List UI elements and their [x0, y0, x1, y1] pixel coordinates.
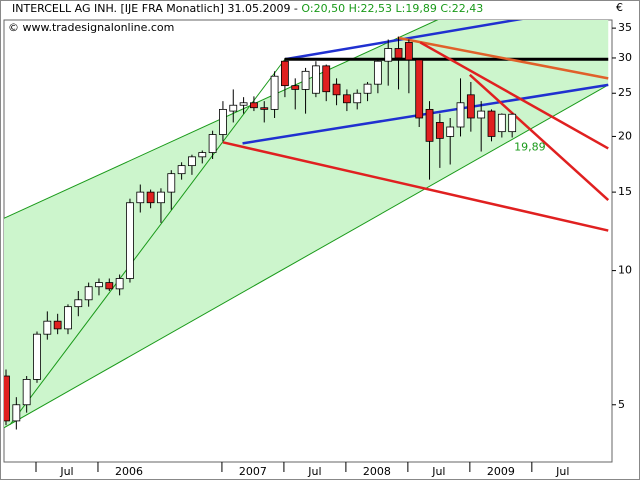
trendline: [419, 41, 609, 150]
candle-body: [198, 152, 207, 158]
trendline: [242, 83, 609, 145]
trendline: [284, 20, 523, 61]
candle-body: [53, 320, 62, 330]
trendline: [468, 73, 610, 201]
candle-body: [208, 134, 217, 153]
candle-body: [363, 83, 372, 94]
x-tick-label: 2007: [239, 465, 267, 478]
candle-body: [477, 110, 486, 119]
candle-body: [311, 65, 320, 94]
candle-body: [136, 191, 145, 204]
candle-body: [12, 404, 21, 422]
plot-layer: [4, 20, 610, 430]
candle-body: [281, 60, 289, 87]
candle-body: [229, 104, 238, 112]
candle-body: [188, 156, 196, 167]
candle-body: [33, 333, 41, 380]
candle-body: [84, 286, 93, 301]
candle-body: [456, 102, 465, 128]
x-tick-label: Jul: [431, 465, 445, 478]
candle-body: [167, 173, 176, 193]
x-tick-label: 2008: [363, 465, 391, 478]
x-tick-label: Jul: [59, 465, 73, 478]
candle-body: [466, 94, 475, 119]
y-tick-label: 30: [618, 51, 632, 64]
candle-body: [115, 278, 124, 290]
y-tick-label: 25: [618, 86, 632, 99]
x-tick-label: Jul: [307, 465, 321, 478]
low-annotation: 19,89: [514, 141, 546, 154]
candle-body: [446, 126, 455, 137]
candle-body: [74, 299, 83, 308]
candle-body: [157, 191, 165, 204]
candle-body: [322, 65, 331, 93]
title-text: INTERCELL AG INH. [IJE FRA Monatlich] 31…: [12, 2, 301, 15]
candle-body: [497, 113, 506, 133]
candle-body: [332, 83, 341, 96]
candle-body: [270, 75, 279, 110]
candle-body: [353, 92, 362, 104]
candle-body: [415, 59, 424, 119]
candle-body: [126, 202, 134, 279]
watermark: © www.tradesignalonline.com: [8, 21, 174, 34]
candle-body: [64, 306, 72, 330]
candle-body: [508, 113, 517, 133]
candle-body: [250, 102, 258, 109]
y-tick-label: 10: [618, 264, 632, 277]
candle-body: [43, 320, 52, 335]
candle-body: [394, 48, 403, 59]
x-tick-label: 2009: [487, 465, 515, 478]
y-tick-label: 20: [618, 129, 632, 142]
candle-body: [177, 165, 186, 175]
candle-body: [425, 108, 434, 142]
candle-body: [95, 282, 103, 288]
candle-body: [342, 94, 351, 104]
candle-body: [146, 191, 155, 204]
candle-body: [487, 110, 496, 137]
unit-label: €: [616, 1, 623, 14]
candle-body: [435, 122, 444, 139]
candle-body: [384, 48, 393, 62]
x-tick-label: 2006: [115, 465, 143, 478]
candle-body: [404, 42, 413, 61]
candle-body: [291, 85, 300, 90]
candle-body: [105, 282, 114, 290]
candle-body: [373, 60, 382, 85]
ohlc-text: O:20,50 H:22,53 L:19,89 C:22,43: [301, 2, 483, 15]
y-tick-label: 35: [618, 21, 632, 34]
candle-body: [22, 379, 31, 406]
y-tick-label: 5: [618, 398, 625, 411]
x-tick-label: Jul: [555, 465, 569, 478]
trendline: [222, 141, 609, 232]
trendline: [4, 84, 609, 429]
trendline: [9, 58, 286, 426]
trendline: [397, 36, 609, 80]
chart-title: INTERCELL AG INH. [IJE FRA Monatlich] 31…: [12, 2, 483, 15]
candle-body: [219, 108, 227, 135]
candle-body: [301, 70, 310, 90]
y-tick-label: 15: [618, 185, 632, 198]
candle-body: [4, 375, 10, 422]
candle-body: [239, 102, 248, 106]
candle-body: [260, 107, 269, 110]
